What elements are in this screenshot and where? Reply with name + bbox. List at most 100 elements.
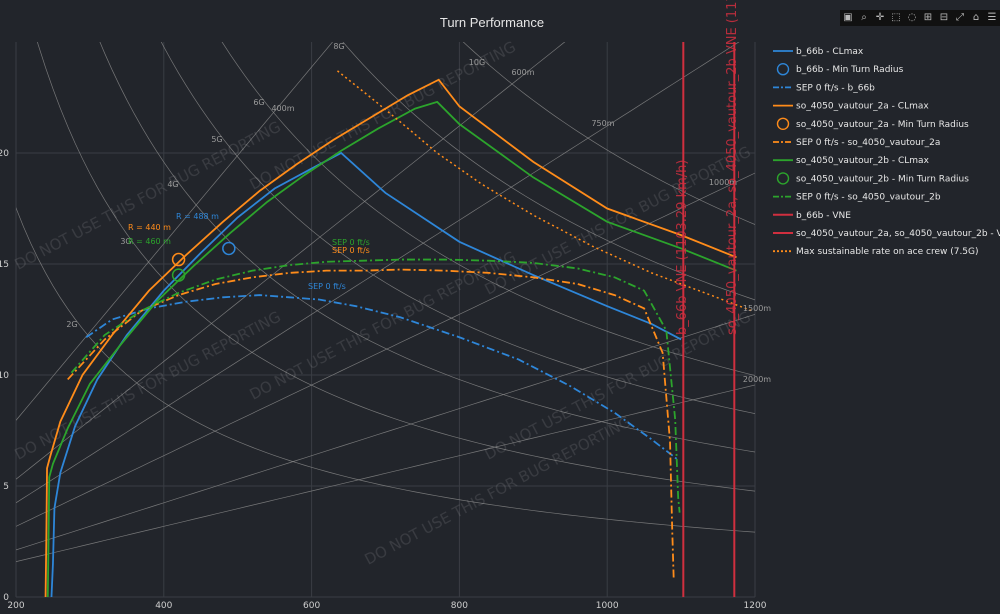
legend-label: so_4050_vautour_2b - CLmax (796, 156, 930, 166)
radius-line (16, 42, 740, 504)
legend-label: so_4050_vautour_2b - Min Turn Radius (796, 174, 969, 184)
vne-label: so_4050_vautour_2a, so_4050_vautour_2b V… (725, 0, 740, 335)
legend-item[interactable]: so_4050_vautour_2b - Min Turn Radius (776, 172, 970, 185)
watermark-text: DO NOT USE THIS FOR BUG REPORTING (12, 308, 284, 464)
legend-item[interactable]: so_4050_vautour_2b - CLmax (773, 156, 930, 166)
legend-item[interactable]: Max sustainable rate on ace crew (7.5G) (773, 247, 979, 257)
legend-label: b_66b - CLmax (796, 47, 864, 57)
y-tick-label: 20 (0, 149, 9, 159)
watermark-text: DO NOT USE THIS FOR BUG REPORTING (12, 118, 284, 274)
series-line (336, 70, 752, 312)
series-line (44, 78, 737, 597)
chart-title: Turn Performance (440, 15, 544, 30)
x-tick-label: 200 (7, 601, 24, 611)
legend-item[interactable]: SEP 0 ft/s - so_4050_vautour_2b (773, 193, 941, 203)
g-line-label: 10G (469, 58, 485, 67)
g-line (99, 42, 755, 453)
legend-marker (776, 117, 790, 131)
legend-label: so_4050_vautour_2a - CLmax (796, 102, 929, 112)
x-tick-label: 600 (303, 601, 320, 611)
radius-line-label: 750m (591, 119, 614, 128)
lasso-icon[interactable]: ◌ (907, 12, 917, 23)
radius-line-label: 1000m (709, 178, 737, 187)
legend-item[interactable]: so_4050_vautour_2a, so_4050_vautour_2b -… (773, 229, 1000, 239)
g-line-label: 4G (167, 180, 178, 189)
series-line (67, 268, 675, 580)
legend-item[interactable]: so_4050_vautour_2a - Min Turn Radius (776, 117, 970, 131)
radius-line-label: 600m (511, 68, 534, 77)
y-tick-label: 15 (0, 260, 9, 270)
watermark-text: DO NOT USE THIS FOR BUG REPORTING (482, 308, 754, 464)
zoom-icon[interactable]: ⌕ (861, 12, 867, 23)
series-annotation: SEP 0 ft/s (332, 238, 370, 247)
series-annotation: R = 440 m (128, 223, 171, 232)
radius-line (16, 384, 755, 563)
legend-label: SEP 0 ft/s - so_4050_vautour_2b (796, 193, 941, 203)
g-line (342, 42, 755, 301)
series-line (46, 100, 737, 597)
legend-label: so_4050_vautour_2a - Min Turn Radius (796, 120, 969, 130)
y-tick-label: 0 (3, 593, 9, 603)
series-annotation: SEP 0 ft/s (308, 282, 346, 291)
x-tick-label: 1000 (596, 601, 619, 611)
x-tick-label: 800 (451, 601, 468, 611)
box-select-icon[interactable]: ⬚ (891, 12, 901, 23)
x-tick-label: 400 (155, 601, 172, 611)
series-annotation: SEP 0 ft/s (332, 246, 370, 255)
reference-labels: 2G 3G 4G 5G 6G 8G 10G 400m 600m 750m 1000m 1500m 200… (66, 42, 771, 384)
radius-line-label: 1500m (743, 304, 771, 313)
series-line (50, 151, 682, 597)
legend-label: so_4050_vautour_2a, so_4050_vautour_2b -… (796, 229, 1000, 239)
g-line (37, 42, 755, 492)
min-radius-marker (222, 241, 236, 256)
series-line (70, 258, 681, 513)
plotly-logo-icon[interactable]: ☰ (987, 12, 997, 23)
y-tick-label: 10 (0, 371, 9, 381)
g-line (16, 206, 755, 533)
y-tick-label: 5 (3, 482, 9, 492)
watermark-text: DO NOT USE THIS FOR BUG REPORTING (482, 143, 754, 299)
watermark-text: DO NOT USE THIS FOR BUG REPORTING (362, 413, 634, 569)
g-line-label: 2G (66, 320, 77, 329)
reference-lines (16, 42, 755, 563)
g-line (462, 42, 755, 225)
series-annotation: R = 460 m (128, 237, 171, 246)
radius-line (16, 314, 755, 551)
legend-item[interactable]: SEP 0 ft/s - so_4050_vautour_2a (773, 138, 940, 148)
legend-item[interactable]: SEP 0 ft/s - b_66b (773, 83, 875, 93)
min-radius-marker (171, 252, 186, 267)
radius-line-label: 2000m (743, 375, 771, 384)
zoom-in-icon[interactable]: ⊞ (923, 12, 933, 23)
g-line (221, 42, 755, 376)
g-line-label: 8G (333, 42, 344, 51)
g-line-label: 3G (120, 237, 131, 246)
pan-icon[interactable]: ✛ (875, 12, 885, 23)
modebar: ▣ ⌕ ✛ ⬚ ◌ ⊞ ⊟ ⤢ ⌂ ☰ (840, 10, 1000, 26)
radius-line (16, 172, 755, 527)
legend-label: b_66b - Min Turn Radius (796, 65, 904, 75)
series-line (85, 294, 678, 461)
x-tick-label: 1200 (744, 601, 767, 611)
autoscale-icon[interactable]: ⤢ (956, 12, 964, 23)
legend-label: SEP 0 ft/s - b_66b (796, 83, 875, 93)
axes: 200 400 600 800 1000 1200 0 5 10 15 20 (0, 149, 767, 611)
vne-label: b_66b VNE (1103.29 km/h) (675, 160, 690, 336)
series-annotation: R = 488 m (176, 212, 219, 221)
legend-label: Max sustainable rate on ace crew (7.5G) (796, 247, 979, 257)
g-line-label: 5G (211, 135, 222, 144)
series-layer (44, 42, 752, 597)
g-line-label: 6G (253, 98, 264, 107)
camera-icon[interactable]: ▣ (843, 12, 853, 23)
radius-line (16, 42, 333, 421)
legend-item[interactable]: so_4050_vautour_2a - CLmax (773, 102, 929, 112)
legend-item[interactable]: b_66b - VNE (773, 211, 851, 221)
zoom-out-icon[interactable]: ⊟ (939, 12, 949, 23)
home-icon[interactable]: ⌂ (972, 12, 980, 23)
legend-item[interactable]: b_66b - Min Turn Radius (776, 62, 904, 76)
radius-line-label: 400m (271, 104, 294, 113)
legend[interactable]: b_66b - CLmax b_66b - Min Turn Radius SEP … (773, 47, 1000, 257)
legend-item[interactable]: b_66b - CLmax (773, 47, 864, 57)
